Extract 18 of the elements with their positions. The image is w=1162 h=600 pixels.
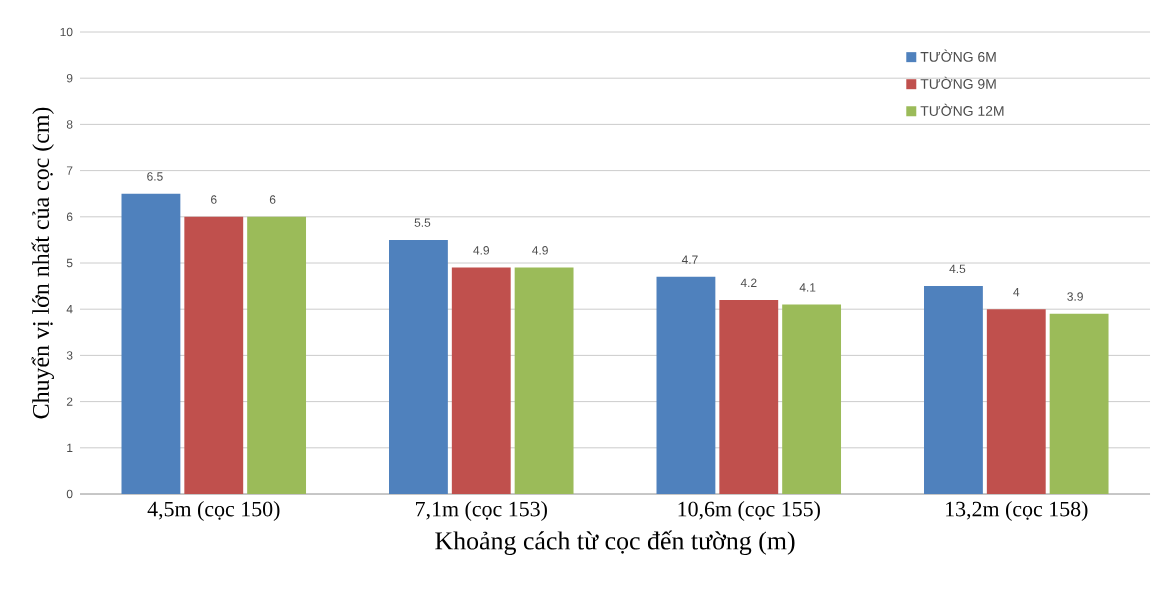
- bar: [782, 304, 842, 494]
- bar: [247, 216, 307, 494]
- bar: [924, 286, 983, 494]
- bar: [451, 267, 511, 494]
- bar: [1049, 313, 1109, 494]
- x-tick-label: 4,5m (cọc 150): [147, 501, 280, 521]
- x-axis-title: Khoảng cách từ cọc đến tường (m): [435, 530, 795, 555]
- bar: [986, 309, 1046, 494]
- bar: [719, 299, 779, 494]
- x-tick-label: 13,2m (cọc 158): [946, 501, 1088, 521]
- x-tick-label: 7,1m (cọc 153): [416, 501, 547, 521]
- bar: [656, 276, 716, 494]
- bar: [121, 193, 181, 494]
- bar: [184, 216, 244, 494]
- x-tick-label: 10,6m (cọc 155): [678, 501, 820, 521]
- bar: [514, 267, 574, 494]
- y-axis-title: Chuyển vị lớn nhất của cọc (cm): [31, 107, 54, 419]
- bar: [389, 239, 448, 494]
